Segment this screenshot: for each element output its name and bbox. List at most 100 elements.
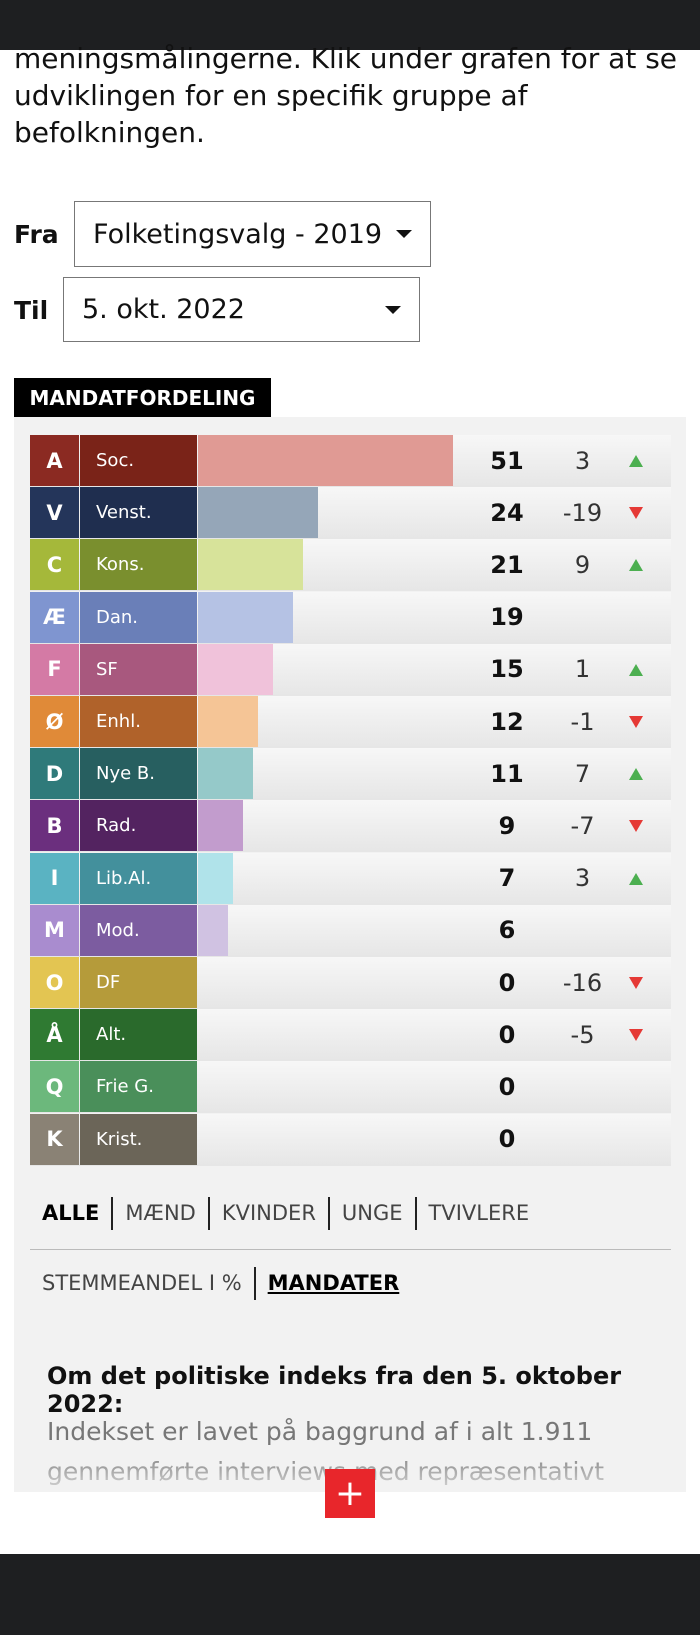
change-arrow xyxy=(629,559,643,572)
arrow xyxy=(629,820,643,833)
group-tab[interactable]: UNGE xyxy=(327,1197,415,1230)
group-tab[interactable]: TVIVLERE xyxy=(414,1197,542,1230)
bar xyxy=(198,800,243,852)
seat-count: 51 xyxy=(490,446,524,475)
party-letter: Æ xyxy=(30,591,79,643)
filter-label: Til xyxy=(14,296,49,325)
party-row[interactable]: B Rad. 9 -7 xyxy=(30,800,671,853)
arrow xyxy=(629,507,643,520)
seat-change: 7 xyxy=(574,759,591,788)
party-name: Soc. xyxy=(80,435,197,486)
party-name: Mod. xyxy=(80,904,197,956)
seat-change: 3 xyxy=(574,446,591,475)
party-row[interactable]: K Krist. 0 xyxy=(30,1113,671,1166)
seat-change: -19 xyxy=(562,498,603,527)
mode-tab[interactable]: STEMMEANDEL I % xyxy=(42,1271,242,1295)
seat-count: 15 xyxy=(490,655,524,684)
party-letter: Å xyxy=(30,1009,79,1061)
party-row[interactable]: Æ Dan. 19 xyxy=(30,591,671,644)
group-tabs: ALLE MÆND KVINDER UNGE TVIVLERE xyxy=(42,1197,541,1230)
party-name: Dan. xyxy=(80,591,197,643)
party-row[interactable]: M Mod. 6 xyxy=(30,904,671,957)
bar xyxy=(198,643,273,695)
change-arrow xyxy=(629,455,643,467)
bar xyxy=(198,852,233,904)
party-letter: O xyxy=(30,957,79,1008)
party-name: Nye B. xyxy=(80,748,197,800)
party-row[interactable]: Ø Enhl. 12 -1 xyxy=(30,696,671,748)
bar xyxy=(198,748,253,800)
party-name: Venst. xyxy=(80,487,197,539)
change-arrow xyxy=(629,768,643,781)
group-tab[interactable]: MÆND xyxy=(111,1197,207,1230)
party-name: Krist. xyxy=(80,1113,197,1165)
separator xyxy=(30,1249,671,1250)
change-arrow xyxy=(629,663,643,676)
from-select[interactable]: Folketingsvalg - 2019 xyxy=(74,201,431,267)
party-row[interactable]: Q Frie G. 0 xyxy=(30,1061,671,1114)
party-letter: M xyxy=(30,904,79,956)
seat-change: -5 xyxy=(570,1020,595,1049)
seat-count: 7 xyxy=(498,864,516,893)
mode-tab[interactable]: MANDATER xyxy=(253,1267,412,1300)
seat-change: -7 xyxy=(570,811,595,840)
seat-count: 0 xyxy=(498,968,516,997)
party-row[interactable]: A Soc. 51 3 xyxy=(30,435,671,487)
party-letter: D xyxy=(30,748,79,800)
seat-change: 3 xyxy=(574,864,591,893)
arrow xyxy=(629,716,643,728)
change-arrow xyxy=(629,716,643,728)
seat-count: 0 xyxy=(498,1020,516,1049)
party-name: Kons. xyxy=(80,539,197,591)
party-row[interactable]: F SF 15 1 xyxy=(30,643,671,696)
party-row[interactable]: I Lib.Al. 7 3 xyxy=(30,852,671,905)
party-letter: C xyxy=(30,539,79,591)
seat-count: 24 xyxy=(490,498,524,527)
top-bar xyxy=(0,0,700,50)
intro-text: meningsmålingerne. Klik under grafen for… xyxy=(14,42,678,149)
change-arrow xyxy=(629,1029,643,1042)
party-name: DF xyxy=(80,957,197,1008)
party-letter: B xyxy=(30,800,79,852)
seat-change: -16 xyxy=(562,968,603,997)
chart-title: MANDATFORDELING xyxy=(14,378,271,417)
party-row[interactable]: D Nye B. 11 7 xyxy=(30,748,671,801)
party-row[interactable]: Å Alt. 0 -5 xyxy=(30,1009,671,1062)
party-name: Lib.Al. xyxy=(80,852,197,904)
party-name: Frie G. xyxy=(80,1061,197,1113)
seat-count: 12 xyxy=(490,707,524,736)
party-letter: Q xyxy=(30,1061,79,1113)
about-text: Indekset er lavet på baggrund af i alt 1… xyxy=(47,1417,605,1486)
arrow xyxy=(629,977,643,989)
seat-count: 21 xyxy=(490,550,524,579)
party-row[interactable]: V Venst. 24 -19 xyxy=(30,487,671,540)
group-tab[interactable]: ALLE xyxy=(42,1201,100,1225)
expand-button[interactable]: + xyxy=(325,1469,375,1518)
arrow xyxy=(629,872,643,885)
party-name: SF xyxy=(80,643,197,695)
seat-change: 9 xyxy=(574,550,591,579)
bar xyxy=(198,539,303,591)
party-letter: I xyxy=(30,852,79,904)
party-row[interactable]: C Kons. 21 9 xyxy=(30,539,671,592)
party-letter: A xyxy=(30,435,79,486)
party-row[interactable]: O DF 0 -16 xyxy=(30,957,671,1009)
change-arrow xyxy=(629,977,643,989)
about-title: Om det politiske indeks fra den 5. oktob… xyxy=(47,1362,622,1418)
to-select[interactable]: 5. okt. 2022 xyxy=(63,277,420,342)
seat-change: -1 xyxy=(570,707,595,736)
group-tab[interactable]: KVINDER xyxy=(207,1197,328,1230)
party-letter: K xyxy=(30,1113,79,1165)
seat-count: 9 xyxy=(498,811,516,840)
arrow xyxy=(629,455,643,467)
arrow xyxy=(629,1029,643,1042)
bottom-bar xyxy=(0,1554,700,1635)
bar xyxy=(198,904,228,956)
party-name: Alt. xyxy=(80,1009,197,1061)
change-arrow xyxy=(629,507,643,520)
seat-count: 0 xyxy=(498,1072,516,1101)
party-letter: Ø xyxy=(30,696,79,747)
filter-label: Fra xyxy=(14,220,59,249)
change-arrow xyxy=(629,872,643,885)
